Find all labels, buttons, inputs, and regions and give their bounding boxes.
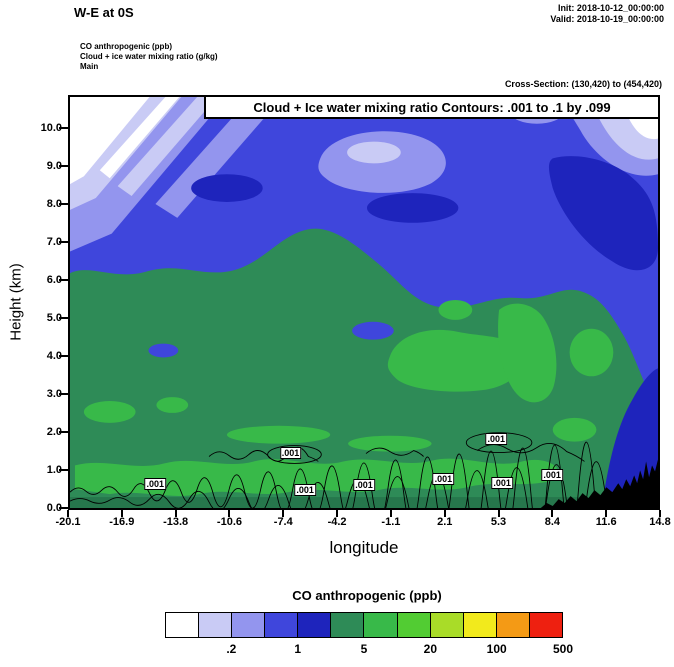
colorbar-tick-label: 500	[552, 642, 574, 656]
x-tick-label: -10.6	[216, 516, 242, 528]
domain-label: Main	[80, 62, 99, 71]
colorbar-tick-label: 20	[423, 642, 438, 656]
contour-info-banner: Cloud + Ice water mixing ratio Contours:…	[204, 97, 658, 119]
contour-value-label: .001	[491, 476, 513, 489]
y-tick-mark	[59, 430, 68, 433]
y-tick-label: 3.0	[46, 387, 62, 400]
x-tick-mark	[174, 510, 177, 517]
x-tick-label: -13.8	[163, 516, 189, 528]
x-tick-label: 14.8	[649, 516, 671, 528]
x-tick-label: -20.1	[55, 516, 81, 528]
y-tick-label: 0.0	[46, 502, 62, 514]
y-tick-label: 2.0	[46, 425, 62, 438]
y-tick-mark	[59, 126, 68, 129]
x-tick-mark	[120, 510, 123, 517]
x-tick-label: 11.6	[595, 516, 617, 528]
colorbar-cell	[264, 612, 299, 638]
fill-dark-blue-patches	[191, 156, 658, 271]
y-tick-label: 1.0	[46, 463, 62, 476]
colorbar-cell	[297, 612, 332, 638]
colorbar-cell	[330, 612, 365, 638]
valid-time: Valid: 2018-10-19_00:00:00	[550, 14, 664, 24]
y-tick-mark	[59, 278, 68, 281]
x-tick-mark	[228, 510, 231, 517]
page-title: W-E at 0S	[74, 5, 134, 20]
cloud-ice-contour-lines	[70, 432, 625, 508]
x-tick-label: -16.9	[109, 516, 135, 528]
cross-section-plot: Cloud + Ice water mixing ratio Contours:…	[68, 95, 660, 510]
y-tick-label: 5.0	[46, 311, 62, 324]
run-times: Init: 2018-10-12_00:00:00 Valid: 2018-10…	[550, 3, 664, 25]
y-tick-label: 10.0	[40, 121, 62, 134]
x-tick-mark	[67, 510, 69, 517]
fill-bright-green-blobs	[74, 300, 614, 496]
filled-contour-field	[70, 97, 658, 508]
y-tick-mark	[59, 240, 68, 243]
x-tick-mark	[389, 510, 392, 517]
y-tick-mark	[59, 202, 68, 205]
fill-field-label: CO anthropogenic (ppb)	[80, 42, 172, 51]
terrain	[540, 459, 658, 508]
x-tick-label: 8.4	[544, 516, 561, 528]
colorbar-cell	[231, 612, 266, 638]
init-time: Init: 2018-10-12_00:00:00	[557, 3, 664, 13]
y-tick-label: 4.0	[46, 349, 62, 362]
y-tick-mark	[59, 507, 68, 509]
fill-seagreen-region	[70, 228, 658, 508]
x-tick-label: -1.1	[381, 516, 401, 528]
colorbar-tick-label: 1	[294, 642, 301, 656]
y-tick-mark	[59, 392, 68, 395]
x-tick-mark	[336, 510, 339, 517]
colorbar-tick-label: 100	[486, 642, 507, 656]
cross-section-label: Cross-Section: (130,420) to (454,420)	[504, 79, 662, 89]
y-tick-label: 9.0	[46, 159, 62, 172]
y-tick-label: 7.0	[46, 235, 62, 248]
y-tick-mark	[59, 164, 68, 167]
colorbar-cell	[495, 612, 530, 638]
contour-value-label: .001	[294, 484, 316, 497]
x-tick-mark	[443, 510, 446, 517]
colorbar-cell	[198, 612, 233, 638]
x-tick-mark	[659, 510, 661, 517]
contour-value-label: .001	[144, 478, 167, 491]
colorbar-tick-label: 5	[360, 642, 368, 656]
colorbar-cell	[528, 612, 563, 638]
x-axis-title: longitude	[329, 538, 399, 557]
x-tick-mark	[497, 510, 500, 517]
x-tick-label: 2.1	[437, 516, 453, 528]
contour-value-label: .001	[279, 447, 302, 460]
colorbar-cell	[165, 612, 200, 638]
colorbar-cell	[429, 612, 464, 638]
x-tick-mark	[282, 510, 285, 517]
x-tick-mark	[551, 510, 554, 517]
contour-value-label: .001	[541, 469, 563, 482]
contour-field-label: Cloud + ice water mixing ratio (g/kg)	[80, 52, 218, 61]
y-tick-mark	[59, 354, 68, 357]
colorbar-cell	[462, 612, 497, 638]
x-tick-label: -7.4	[273, 516, 293, 528]
x-tick-mark	[605, 510, 608, 517]
colorbar-title: CO anthropogenic (ppb)	[292, 588, 442, 603]
y-tick-label: 6.0	[46, 273, 62, 286]
y-tick-mark	[59, 316, 68, 319]
fill-blue-pockets	[148, 321, 394, 358]
x-tick-label: -4.2	[327, 516, 347, 528]
colorbar-cell	[363, 612, 398, 638]
y-tick-label: 8.0	[46, 197, 62, 210]
x-tick-label: 5.3	[490, 516, 507, 528]
fill-bottom-shade	[70, 497, 658, 508]
colorbar-tick-label: .2	[226, 642, 237, 656]
field-descriptions: CO anthropogenic (ppb) Cloud + ice water…	[80, 42, 218, 72]
y-tick-mark	[59, 468, 68, 471]
contour-value-label: .001	[353, 479, 375, 492]
colorbar-cell	[396, 612, 431, 638]
contour-value-label: .001	[432, 473, 455, 486]
colorbar	[165, 612, 563, 638]
contour-value-label: .001	[485, 432, 508, 445]
